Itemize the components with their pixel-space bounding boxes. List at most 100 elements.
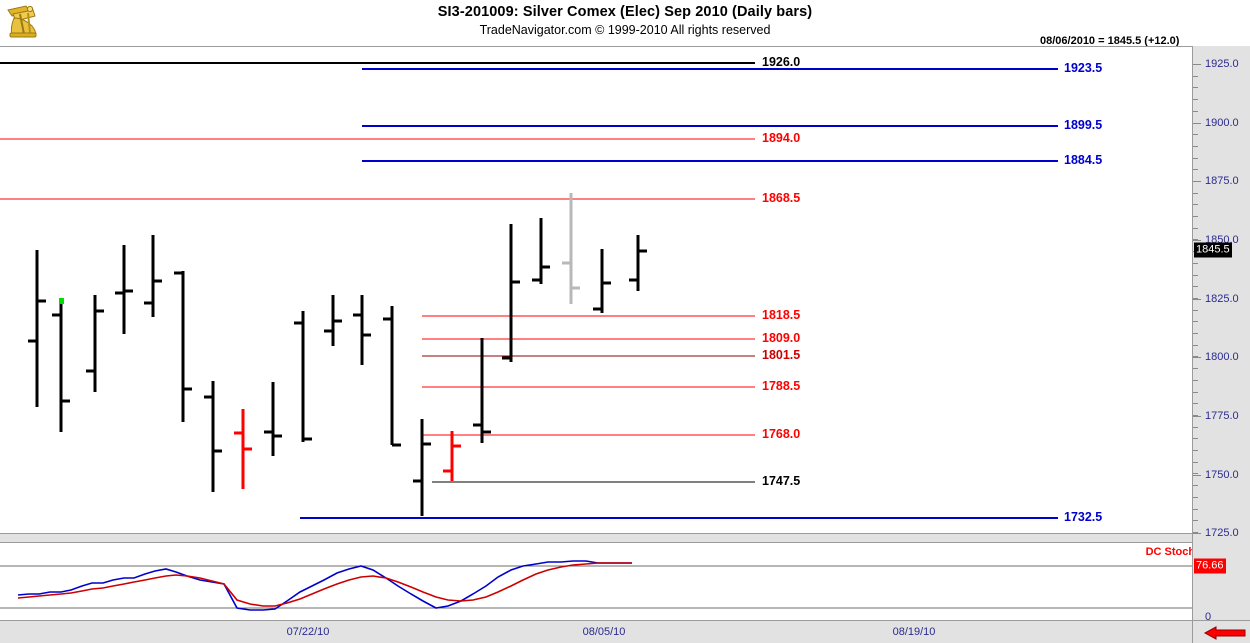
ohlc-bars-svg — [0, 62, 1058, 519]
scale-tick-label: 1800.0 — [1205, 351, 1239, 363]
scale-tick — [1193, 299, 1201, 300]
price-level-label[interactable]: 1732.5 — [1064, 510, 1103, 524]
scale-minor-tick — [1193, 181, 1198, 182]
scale-tick — [1193, 533, 1201, 534]
scale-minor-tick — [1193, 310, 1198, 311]
price-plot-area[interactable] — [0, 47, 1192, 533]
ohlc-bar[interactable] — [324, 295, 342, 346]
chart-header: SI3-201009: Silver Comex (Elec) Sep 2010… — [0, 0, 1250, 47]
scale-minor-tick — [1193, 158, 1198, 159]
bar-marker-icon — [59, 298, 64, 304]
ohlc-bar[interactable] — [593, 249, 611, 313]
scale-minor-tick — [1193, 64, 1198, 65]
scale-minor-tick — [1193, 99, 1198, 100]
scale-minor-tick — [1193, 497, 1198, 498]
scale-minor-tick — [1193, 415, 1198, 416]
scale-tick-label: 1825.0 — [1205, 293, 1239, 305]
price-level-label[interactable]: 1801.5 — [762, 348, 801, 362]
scale-minor-tick — [1193, 462, 1198, 463]
stochastic-svg — [0, 560, 1192, 611]
price-level-label[interactable]: 1868.5 — [762, 191, 801, 205]
scale-tick — [1193, 416, 1201, 417]
scale-minor-tick — [1193, 193, 1198, 194]
scale-minor-tick — [1193, 146, 1198, 147]
price-level-label[interactable]: 1818.5 — [762, 308, 801, 322]
price-scale[interactable]: 1925.0 1900.0 1875.0 1850.0 1825.0 1800.0 1775… — [1192, 46, 1250, 623]
ohlc-bar[interactable] — [413, 419, 431, 516]
indicator-pane[interactable] — [0, 543, 1192, 620]
scale-minor-tick — [1193, 275, 1198, 276]
indicator-value-badge: 76.66 — [1194, 558, 1226, 574]
price-pane[interactable]: TradeNavigator.com — [0, 46, 1192, 586]
ohlc-bar[interactable] — [294, 311, 312, 442]
price-level-label[interactable]: 1768.0 — [762, 427, 801, 441]
ohlc-bar[interactable] — [383, 306, 401, 447]
scale-tick-label: 1725.0 — [1205, 527, 1239, 539]
scale-minor-tick — [1193, 111, 1198, 112]
scale-minor-tick — [1193, 76, 1198, 77]
scale-tick — [1193, 357, 1201, 358]
ohlc-bar[interactable] — [52, 298, 70, 432]
ohlc-bar[interactable] — [264, 382, 282, 456]
scale-tick — [1193, 240, 1201, 241]
ohlc-bar[interactable] — [115, 245, 133, 334]
scale-minor-tick — [1193, 473, 1198, 474]
pane-divider — [0, 533, 1192, 543]
ohlc-bar[interactable] — [204, 381, 222, 492]
price-level-label[interactable]: 1923.5 — [1064, 61, 1103, 75]
price-level-label[interactable]: 1747.5 — [762, 474, 801, 488]
ohlc-bar[interactable] — [144, 235, 162, 317]
scale-minor-tick — [1193, 532, 1198, 533]
ohlc-bar[interactable] — [532, 218, 550, 284]
ohlc-bar[interactable] — [629, 235, 647, 291]
date-axis-label: 08/05/10 — [582, 626, 626, 638]
ohlc-bar[interactable] — [174, 271, 192, 422]
date-axis-label: 08/19/10 — [892, 626, 936, 638]
scale-minor-tick — [1193, 333, 1198, 334]
scale-minor-tick — [1193, 345, 1198, 346]
quote-readout: 08/06/2010 = 1845.5 (+12.0) — [1040, 35, 1180, 47]
scale-minor-tick — [1193, 239, 1198, 240]
scale-tick-label: 1875.0 — [1205, 175, 1239, 187]
copyright-subtitle: TradeNavigator.com © 1999-2010 All right… — [479, 23, 771, 37]
price-level-label[interactable]: 1884.5 — [1064, 153, 1103, 167]
arrow-left-icon[interactable] — [1203, 626, 1247, 640]
scale-tick-label: 1900.0 — [1205, 117, 1239, 129]
scale-minor-tick — [1193, 286, 1198, 287]
scale-minor-tick — [1193, 263, 1198, 264]
scale-tick-label: 1750.0 — [1205, 469, 1239, 481]
price-level-label[interactable]: 1926.0 — [762, 55, 801, 69]
scale-minor-tick — [1193, 380, 1198, 381]
date-axis-label: 07/22/10 — [286, 626, 330, 638]
ohlc-bar[interactable] — [28, 250, 46, 407]
scale-minor-tick — [1193, 356, 1198, 357]
scale-minor-tick — [1193, 169, 1198, 170]
scale-minor-tick — [1193, 134, 1198, 135]
scale-minor-tick — [1193, 216, 1198, 217]
ohlc-bar[interactable] — [234, 409, 252, 489]
ohlc-bar[interactable] — [562, 193, 580, 304]
scale-minor-tick — [1193, 204, 1198, 205]
ohlc-bar[interactable] — [86, 295, 104, 392]
ohlc-bar[interactable] — [443, 431, 461, 481]
price-level-label[interactable]: 1899.5 — [1064, 118, 1103, 132]
indicator-line-slow[interactable] — [17, 562, 632, 607]
ohlc-bar[interactable] — [502, 224, 520, 362]
scale-tick-label: 1775.0 — [1205, 410, 1239, 422]
price-level-label[interactable]: 1894.0 — [762, 131, 801, 145]
scale-minor-tick — [1193, 298, 1198, 299]
price-level-label[interactable]: 1788.5 — [762, 379, 801, 393]
current-price-badge: 1845.5 — [1194, 242, 1232, 258]
date-axis[interactable]: 07/22/10 08/05/10 08/19/10 — [0, 620, 1192, 643]
ohlc-bar[interactable] — [353, 295, 371, 365]
scale-minor-tick — [1193, 392, 1198, 393]
scale-minor-tick — [1193, 403, 1198, 404]
price-level-label[interactable]: 1809.0 — [762, 331, 801, 345]
scale-minor-tick — [1193, 427, 1198, 428]
ohlc-bar[interactable] — [473, 338, 491, 443]
indicator-line-fast[interactable] — [17, 560, 632, 611]
scale-minor-tick — [1193, 438, 1198, 439]
axis-corner — [1192, 620, 1250, 643]
scale-minor-tick — [1193, 87, 1198, 88]
